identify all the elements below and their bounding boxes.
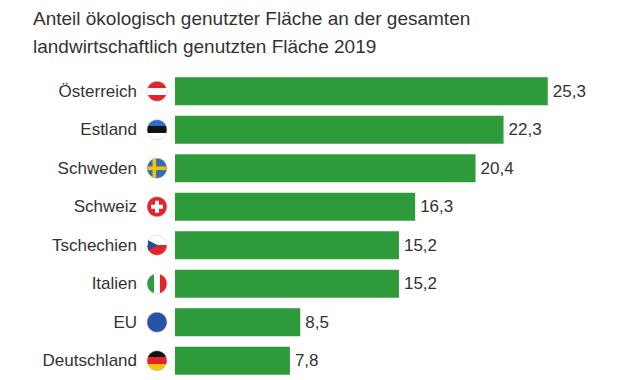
svg-text:25,3: 25,3	[553, 82, 586, 101]
svg-text:EU: EU	[113, 313, 137, 332]
svg-text:Anteil ökologisch genutzter Fl: Anteil ökologisch genutzter Fläche an de…	[33, 8, 476, 29]
svg-text:7,8: 7,8	[295, 351, 319, 370]
svg-text:22,3: 22,3	[509, 120, 542, 139]
svg-text:Italien: Italien	[92, 274, 137, 293]
svg-text:Schweden: Schweden	[58, 159, 137, 178]
svg-text:Deutschland: Deutschland	[42, 351, 137, 370]
svg-text:landwirtschaftlich genutzten F: landwirtschaftlich genutzten Fläche 2019	[33, 36, 376, 57]
svg-text:8,5: 8,5	[305, 313, 329, 332]
svg-text:15,2: 15,2	[404, 236, 437, 255]
svg-text:Estland: Estland	[80, 120, 137, 139]
svg-text:Schweiz: Schweiz	[74, 197, 137, 216]
svg-text:20,4: 20,4	[481, 159, 514, 178]
svg-text:16,3: 16,3	[420, 197, 453, 216]
svg-text:15,2: 15,2	[404, 274, 437, 293]
svg-text:Tschechien: Tschechien	[52, 236, 137, 255]
svg-text:Österreich: Österreich	[59, 82, 137, 101]
